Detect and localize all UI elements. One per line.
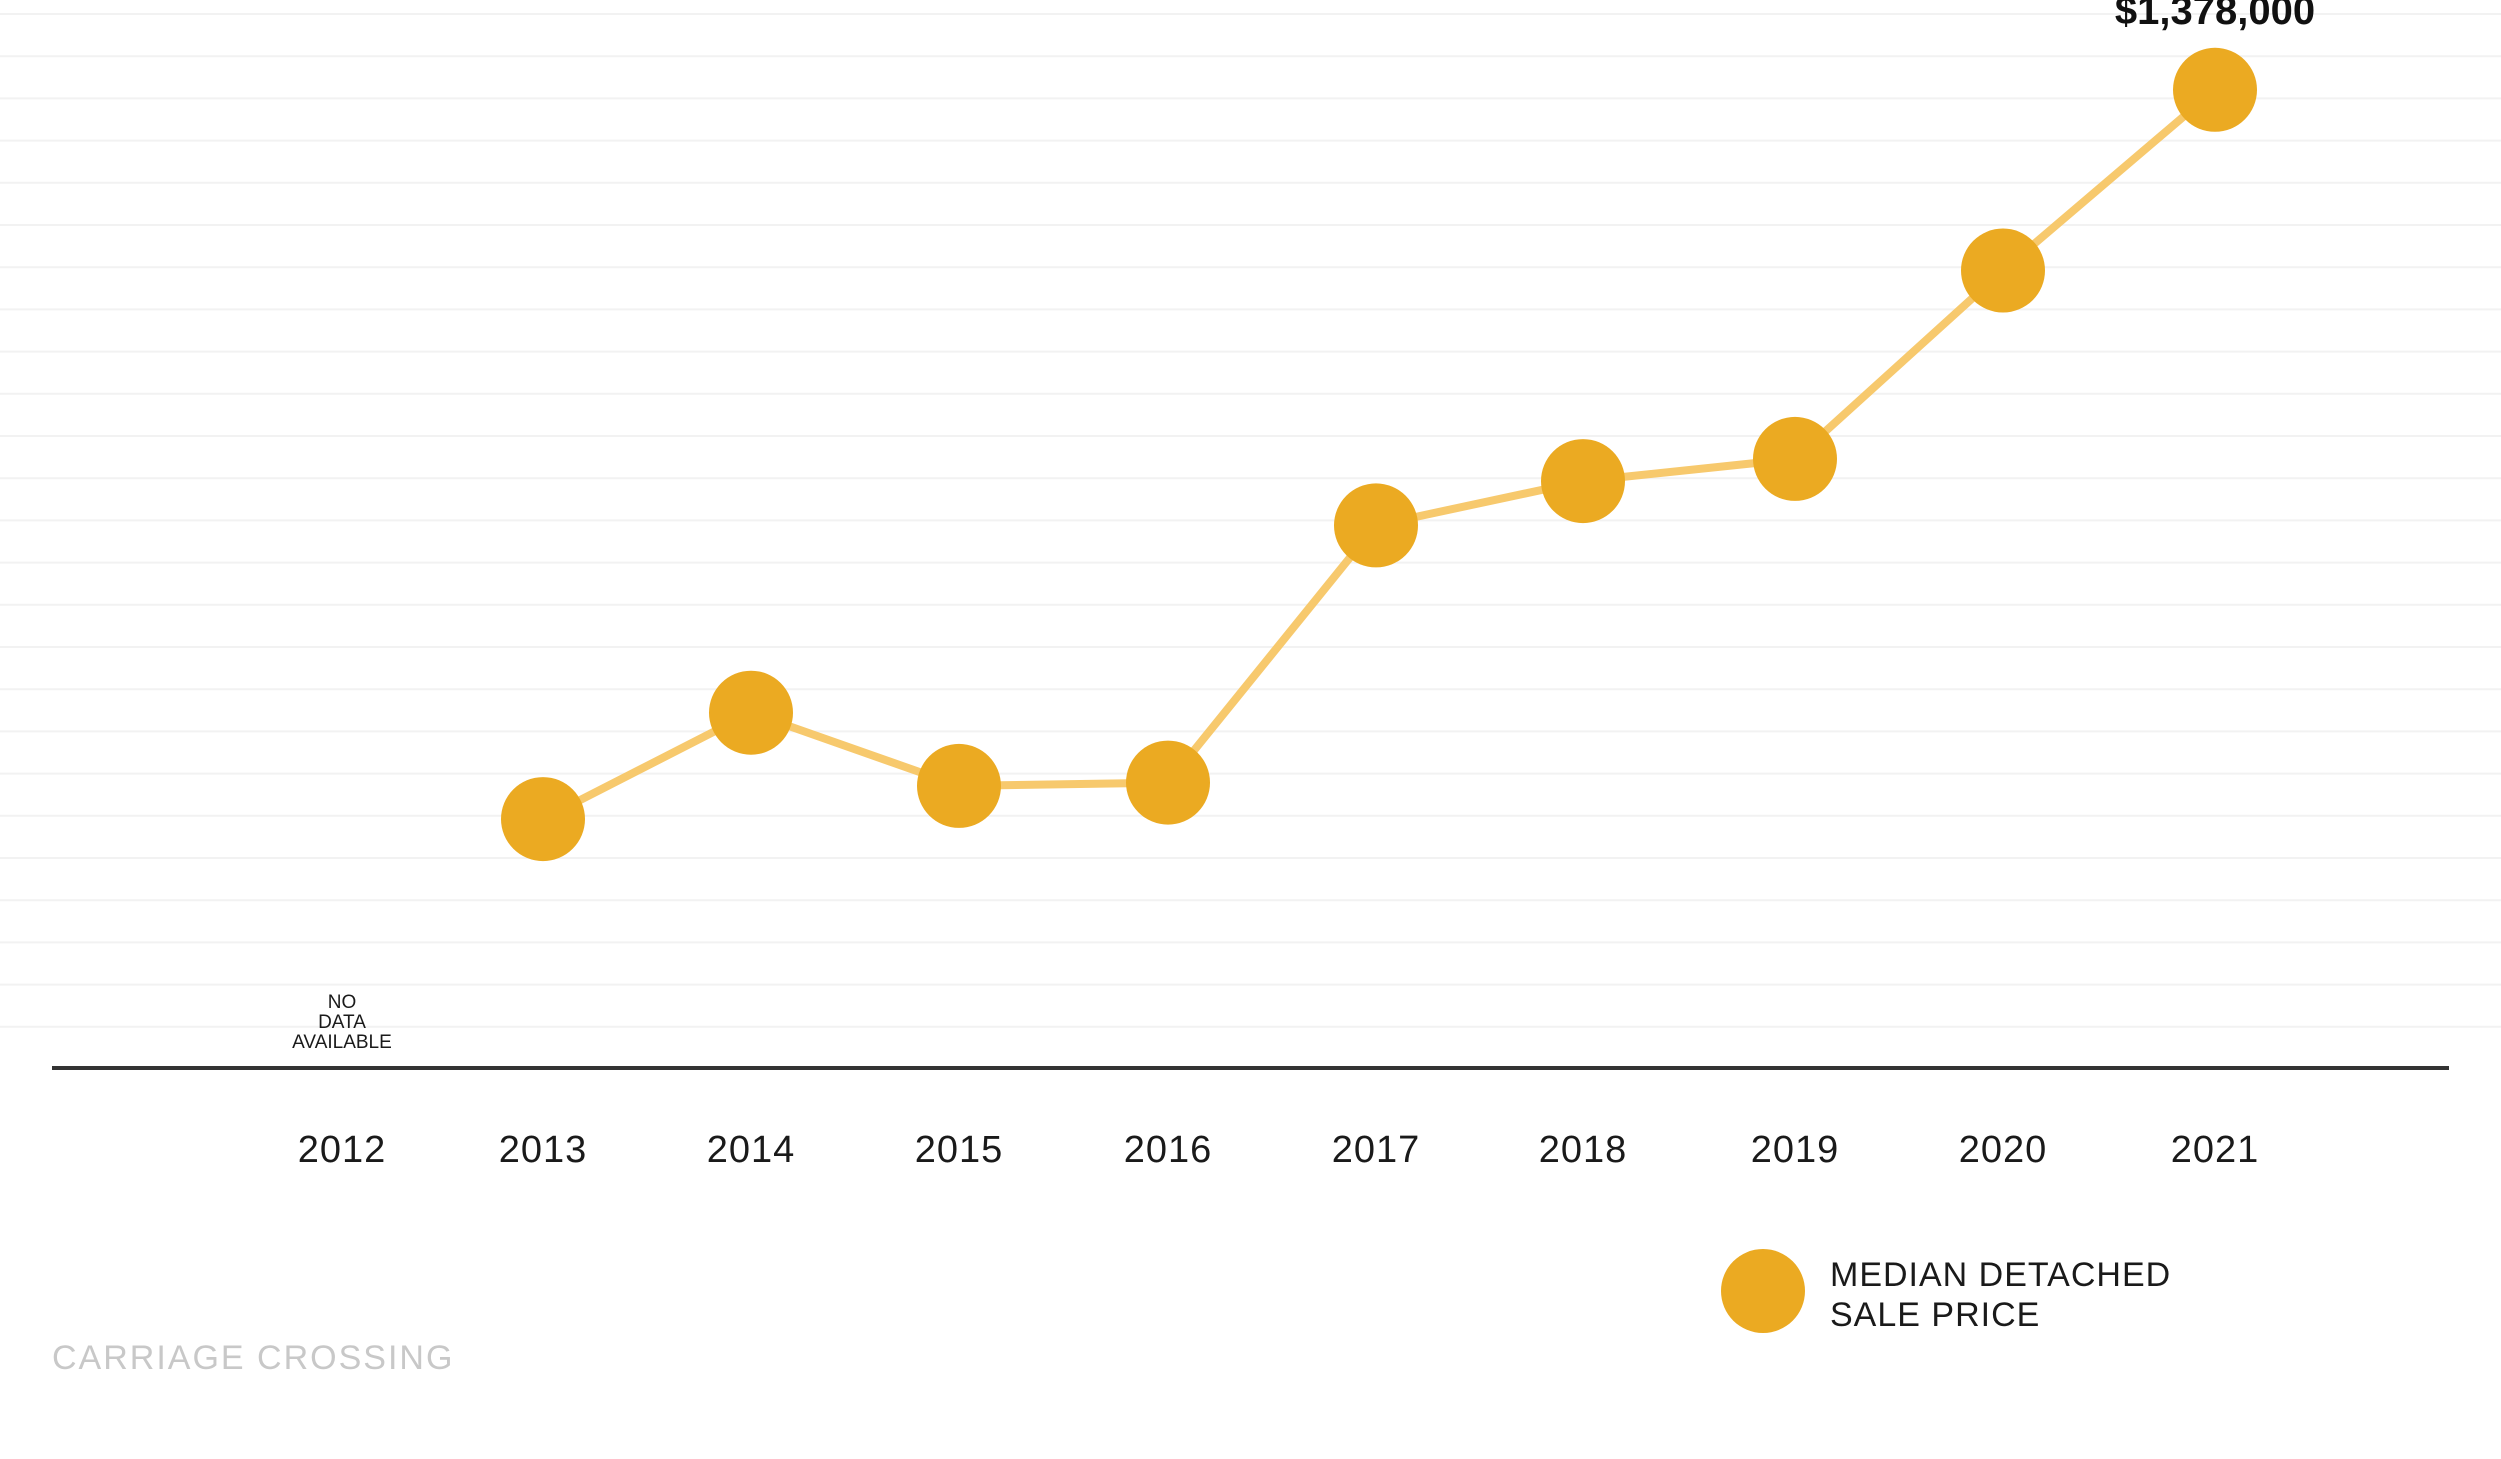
data-point-2019	[1753, 416, 1837, 501]
x-tick-label-2018: 2018	[1539, 1129, 1628, 1171]
legend-label: MEDIAN DETACHED SALE PRICE	[1830, 1256, 2182, 1334]
legend-label-line-2: SALE PRICE	[1830, 1296, 2040, 1334]
gridlines	[0, 13, 2501, 1028]
x-tick-label-2016: 2016	[1124, 1129, 1213, 1171]
x-tick-label-2015: 2015	[915, 1129, 1004, 1171]
x-tick-label-2019: 2019	[1751, 1129, 1840, 1171]
x-tick-label-2021: 2021	[2171, 1129, 2260, 1171]
data-label-2021: $1,378,000	[2115, 0, 2315, 33]
x-tick-label-2012: 2012	[298, 1129, 387, 1171]
x-tick-labels: 2012 2013 2014 2015 2016 2017 2018 2019 2020 2021	[298, 1129, 2260, 1171]
series-line	[539, 85, 2219, 824]
no-data-label-line: NO	[328, 992, 357, 1013]
annotations: NO DATA AVAILABLE $1,378,000	[292, 0, 2315, 1053]
x-tick-label-2014: 2014	[707, 1129, 796, 1171]
data-point-2015	[917, 743, 1001, 828]
no-data-label-line: AVAILABLE	[292, 1032, 392, 1053]
x-tick-label-2013: 2013	[499, 1129, 588, 1171]
no-data-label: NO DATA AVAILABLE	[292, 992, 392, 1053]
no-data-label-line: DATA	[318, 1012, 366, 1033]
data-point-2017	[1334, 483, 1418, 568]
x-tick-label-2020: 2020	[1959, 1129, 2048, 1171]
legend-label-line-1: MEDIAN DETACHED	[1830, 1256, 2171, 1294]
data-point-2016	[1126, 740, 1210, 825]
x-tick-label-2017: 2017	[1332, 1129, 1421, 1171]
data-point-2020	[1961, 228, 2045, 313]
data-point-2014	[709, 670, 793, 755]
data-point-2021	[2173, 47, 2257, 132]
data-point-2018	[1541, 439, 1625, 524]
watermark: CARRIAGE CROSSING	[52, 1339, 454, 1377]
legend-marker	[1721, 1249, 1805, 1333]
data-point-2013	[501, 777, 585, 862]
legend: MEDIAN DETACHED SALE PRICE	[1721, 1249, 2182, 1334]
data-points	[501, 47, 2257, 862]
